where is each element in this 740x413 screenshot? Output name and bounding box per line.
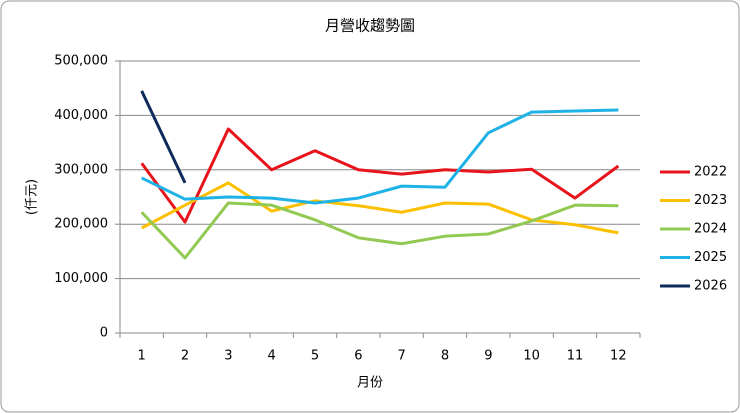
x-tick-label: 8 <box>441 349 449 364</box>
line-series <box>140 127 620 224</box>
y-tick-label: 300,000 <box>54 162 108 177</box>
y-tick-label: 100,000 <box>54 271 108 286</box>
legend-label: 2025 <box>694 250 727 265</box>
line-series <box>140 201 619 260</box>
x-tick-label: 9 <box>484 349 492 364</box>
x-tick-label: 4 <box>268 349 276 364</box>
chart-title: 月營收趨勢圖 <box>325 17 415 35</box>
x-tick-label: 7 <box>398 349 406 364</box>
line-series <box>140 90 187 184</box>
legend-label: 2024 <box>694 222 727 237</box>
x-tick-label: 2 <box>181 349 189 364</box>
y-tick-label: 0 <box>100 326 108 341</box>
line-series <box>141 108 619 205</box>
x-tick-label: 3 <box>224 349 232 364</box>
x-tick-label: 5 <box>311 349 319 364</box>
legend-label: 2026 <box>694 279 727 294</box>
line-series <box>140 181 619 235</box>
legend-label: 2023 <box>694 193 727 208</box>
y-tick-label: 400,000 <box>54 108 108 123</box>
x-tick-label: 11 <box>567 349 584 364</box>
legend-label: 2022 <box>694 165 727 180</box>
y-tick-label: 500,000 <box>54 54 108 69</box>
y-tick-label: 200,000 <box>54 217 108 232</box>
x-axis-label: 月份 <box>357 376 383 391</box>
y-axis-label: (仟元) <box>25 179 40 215</box>
x-tick-label: 12 <box>610 349 627 364</box>
x-tick-label: 10 <box>523 349 540 364</box>
x-tick-label: 1 <box>138 349 146 364</box>
x-tick-label: 6 <box>354 349 362 364</box>
